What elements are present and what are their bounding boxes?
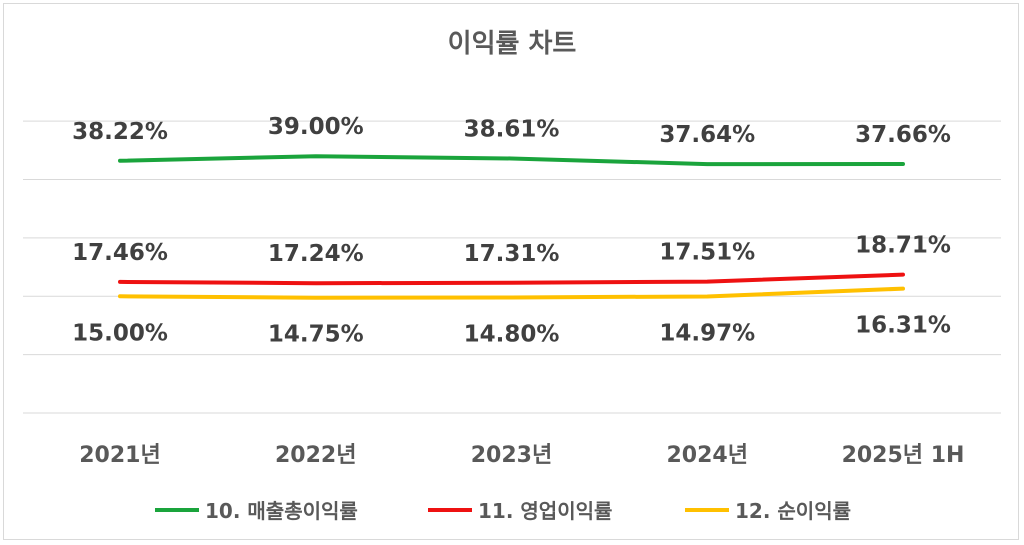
chart-title: 이익률 차트	[448, 29, 577, 59]
data-label: 15.00%	[72, 320, 168, 346]
x-tick-label: 2021년	[79, 443, 160, 468]
data-label: 37.64%	[659, 122, 755, 148]
legend-label: 11. 영업이익률	[478, 499, 612, 523]
series-line-1	[118, 154, 905, 167]
data-label: 14.97%	[659, 320, 755, 346]
data-label: 17.46%	[72, 240, 168, 266]
legend: 10. 매출총이익률 11. 영업이익률 12. 순이익률	[155, 499, 851, 523]
chart-frame	[3, 3, 1019, 540]
legend-item: 11. 영업이익률	[428, 499, 612, 523]
data-label: 17.51%	[659, 240, 755, 266]
series-line-3	[118, 286, 905, 300]
series-lines	[118, 154, 905, 300]
legend-label: 12. 순이익률	[735, 499, 851, 523]
data-label: 17.31%	[464, 241, 560, 267]
data-label: 17.24%	[268, 241, 364, 267]
data-labels: 38.22% 39.00% 38.61% 37.64% 37.66% 17.46% 17.2…	[72, 114, 951, 348]
x-tick-label: 2025년 1H	[842, 443, 965, 468]
data-label: 38.22%	[72, 119, 168, 145]
series-line-2	[118, 272, 905, 286]
data-label: 14.75%	[268, 322, 364, 348]
data-label: 14.80%	[464, 321, 560, 347]
data-label: 18.71%	[855, 233, 951, 259]
legend-item: 12. 순이익률	[685, 499, 851, 523]
x-axis-tick-labels: 2021년 2022년 2023년 2024년 2025년 1H	[79, 443, 964, 468]
data-label: 38.61%	[464, 116, 560, 142]
legend-label: 10. 매출총이익률	[205, 499, 358, 523]
x-tick-label: 2024년	[667, 443, 748, 468]
data-label: 37.66%	[855, 122, 951, 148]
x-tick-label: 2022년	[275, 443, 356, 468]
data-label: 39.00%	[268, 114, 364, 140]
x-tick-label: 2023년	[471, 443, 552, 468]
data-label: 16.31%	[855, 313, 951, 339]
legend-item: 10. 매출총이익률	[155, 499, 358, 523]
